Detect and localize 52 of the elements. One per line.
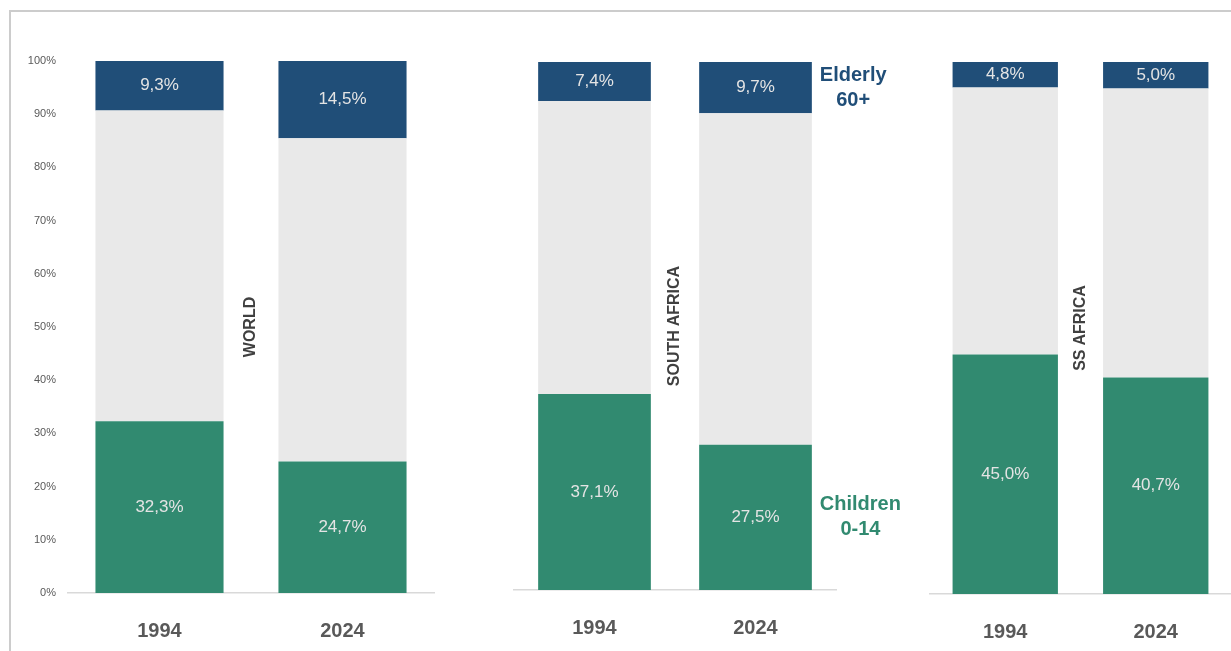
x-tick-label: 1994 [572, 615, 618, 638]
data-label: 4,8% [985, 64, 1025, 84]
y-tick-label: 60% [33, 266, 57, 279]
bar [952, 87, 1058, 355]
bar [699, 444, 812, 590]
data-label: 40,7% [1131, 475, 1180, 495]
bar [1103, 377, 1209, 594]
data-label: 24,7% [318, 516, 367, 536]
bar [538, 101, 651, 395]
bar [538, 62, 651, 102]
annotation: SOUTH AFRICA [665, 265, 683, 387]
bar [278, 461, 407, 593]
x-tick-label: 1994 [137, 618, 183, 641]
y-tick-label: 20% [33, 479, 57, 492]
data-label: 32,3% [135, 496, 184, 516]
bar [699, 62, 812, 114]
bar [1103, 88, 1209, 378]
data-label: 45,0% [981, 463, 1030, 483]
bar [95, 61, 224, 111]
y-tick-label: 30% [33, 426, 57, 439]
y-tick-label: 90% [33, 107, 57, 120]
bar [95, 421, 224, 593]
x-tick-label: 2024 [320, 618, 366, 641]
bar [95, 110, 224, 422]
series-label: Children 0-14 [819, 492, 901, 540]
series-label: Elderly 60+ [819, 62, 888, 110]
y-tick-label: 40% [33, 373, 57, 386]
bar [278, 138, 407, 462]
x-tick-label: 2024 [1133, 619, 1179, 642]
x-tick-label: 2024 [733, 615, 779, 638]
y-tick-label: 50% [33, 320, 57, 333]
y-tick-label: 100% [27, 54, 57, 67]
y-tick-label: 80% [33, 160, 57, 173]
data-label: 9,7% [736, 77, 775, 97]
data-label: 9,3% [140, 75, 179, 95]
y-tick-label: 0% [40, 586, 57, 599]
bar [952, 354, 1058, 594]
bar [278, 61, 407, 139]
bar [538, 394, 651, 590]
data-label: 27,5% [731, 507, 780, 527]
data-label: 7,4% [575, 71, 614, 91]
x-tick-label: 1994 [983, 619, 1029, 642]
annotation: WORLD [241, 296, 259, 358]
data-label: 14,5% [318, 89, 367, 109]
bar [952, 62, 1058, 88]
data-label: 5,0% [1136, 64, 1176, 84]
bar [1103, 62, 1209, 89]
y-tick-label: 70% [33, 213, 57, 226]
data-label: 37,1% [570, 481, 619, 501]
annotation: SS AFRICA [1070, 284, 1088, 371]
bar [699, 113, 812, 445]
y-tick-label: 10% [33, 532, 57, 545]
